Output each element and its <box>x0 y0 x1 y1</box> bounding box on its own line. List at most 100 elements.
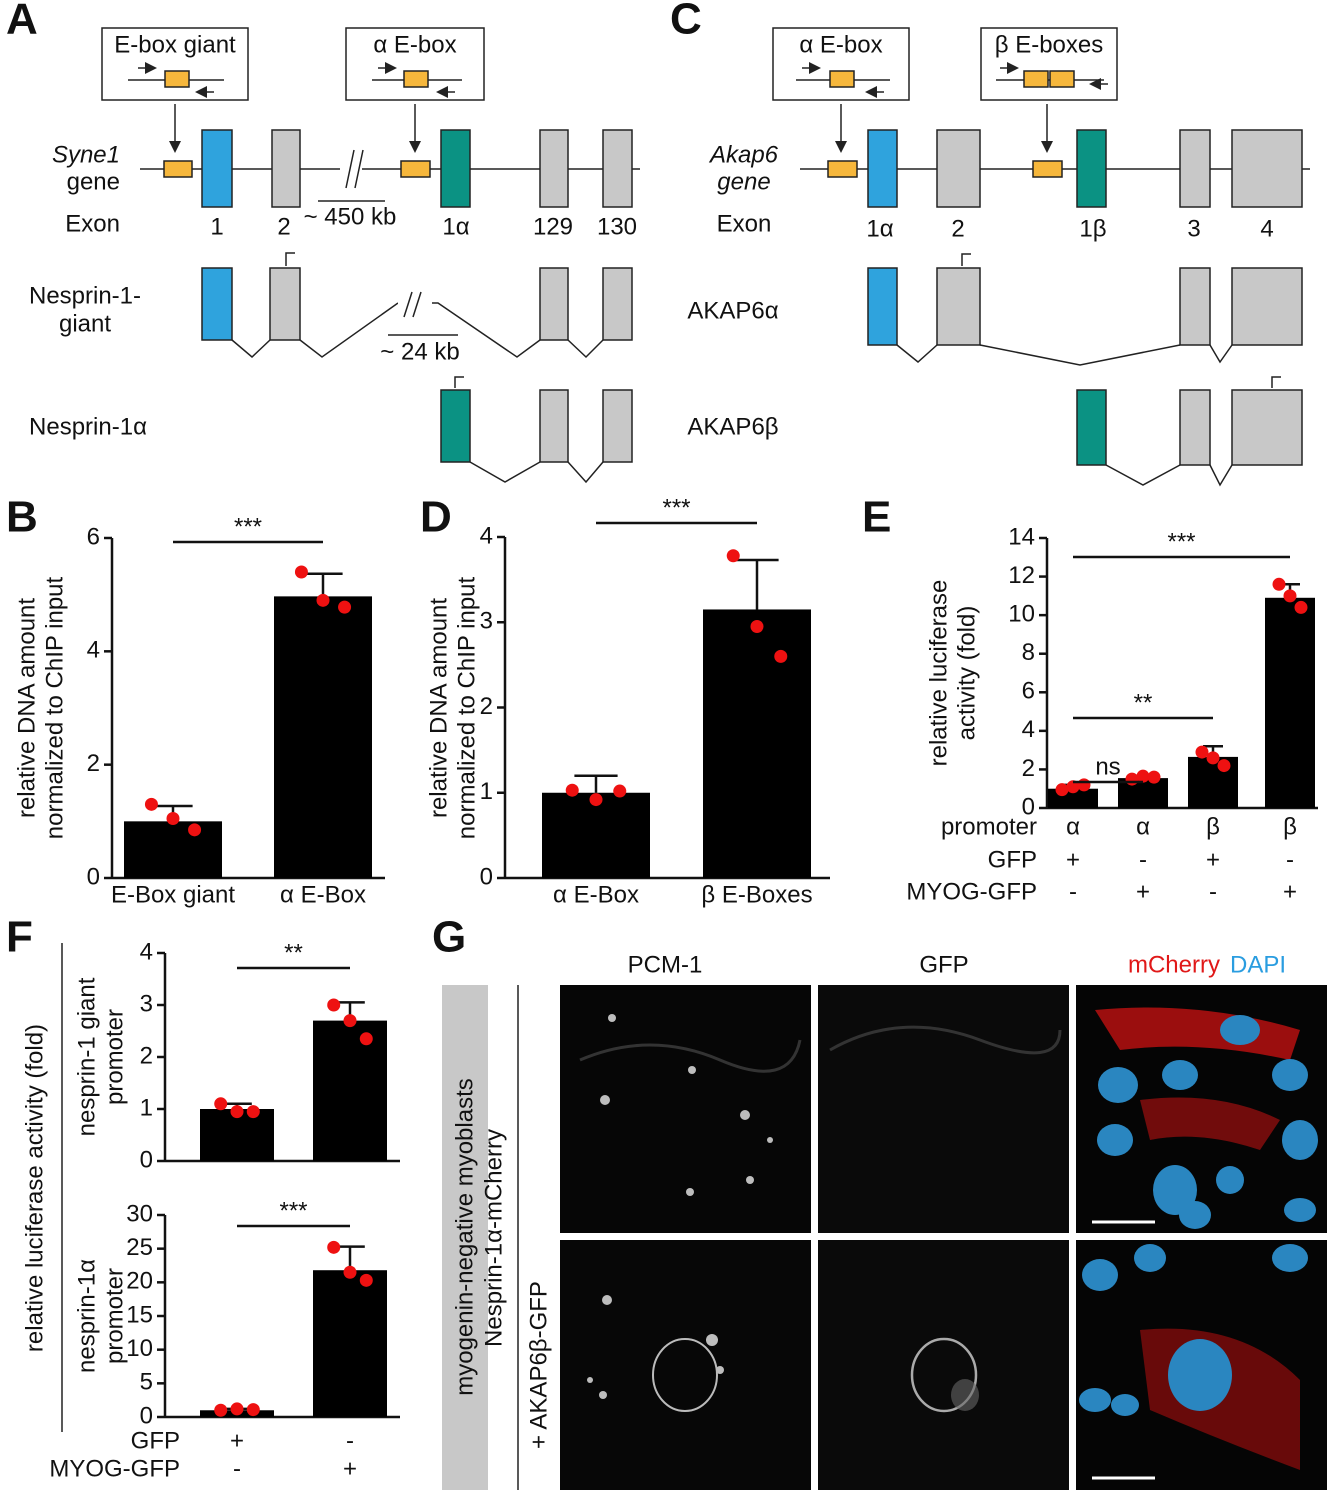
data-point <box>327 1240 341 1254</box>
condition: + <box>1283 878 1297 905</box>
data-point <box>774 649 788 663</box>
y-tick-label: 0 <box>480 863 493 890</box>
significance-label: ns <box>1095 753 1120 780</box>
y-tick-label: 0 <box>140 1402 153 1429</box>
x-tick-label: α <box>1066 813 1080 840</box>
condition: + <box>1206 846 1220 873</box>
y-tick-label: 2 <box>87 750 100 777</box>
y-tick-label: 6 <box>87 523 100 550</box>
data-point <box>1077 778 1091 792</box>
exon-number: 4 <box>1260 215 1273 242</box>
data-point <box>1283 589 1297 603</box>
y-tick-label: 1 <box>140 1094 153 1121</box>
exon-label: Exon <box>717 210 772 237</box>
bar <box>703 609 811 878</box>
condition: + <box>343 1455 357 1482</box>
diagram-c: α E-box β E-boxes Akap6 gene Exon 1α 2 1… <box>687 27 1310 487</box>
column-header: mCherry <box>1128 951 1220 978</box>
data-point <box>726 549 740 563</box>
x-tick-label: β E-Boxes <box>701 881 812 908</box>
diagram-a: E-box giant α E-box ~ 450 kb Syne1 gene … <box>29 27 640 484</box>
row-label: MYOG-GFP <box>906 878 1037 905</box>
y-tick-label: 8 <box>1022 639 1035 666</box>
bar <box>313 1270 387 1417</box>
column-header: GFP <box>919 951 968 978</box>
data-point <box>338 600 352 614</box>
exon-number: 1β <box>1079 215 1106 242</box>
condition: - <box>1209 878 1217 905</box>
y-tick-label: 3 <box>480 608 493 635</box>
data-point <box>565 783 579 797</box>
condition: - <box>346 1427 354 1454</box>
significance-label: ** <box>284 939 303 966</box>
y-axis-title: relative DNA amount <box>425 598 452 818</box>
data-point <box>166 812 180 825</box>
data-point <box>1147 770 1161 784</box>
bar <box>542 792 650 878</box>
y-tick-label: 4 <box>87 637 100 664</box>
panel-label: A <box>6 0 38 44</box>
micrographs <box>560 985 1327 1490</box>
data-point <box>1055 783 1069 797</box>
panel-label: D <box>420 493 452 542</box>
bar <box>1188 756 1238 808</box>
bar <box>274 596 372 878</box>
y-axis-title: nesprin-1α <box>73 1259 100 1373</box>
y-tick-label: 14 <box>1008 523 1035 550</box>
y-tick-label: 20 <box>126 1268 153 1295</box>
row-label: MYOG-GFP <box>49 1455 180 1482</box>
data-point <box>589 793 603 807</box>
condition: + <box>1136 878 1150 905</box>
condition: - <box>1139 846 1147 873</box>
x-tick-label: α <box>1136 813 1150 840</box>
y-tick-label: 5 <box>140 1369 153 1396</box>
exon-number: 1α <box>866 215 893 242</box>
panel-g: PCM-1 GFP mCherry DAPI myogenin-negative… <box>442 951 1327 1490</box>
y-tick-label: 6 <box>1022 678 1035 705</box>
data-point <box>1294 600 1308 614</box>
y-tick-label: 0 <box>1022 793 1035 820</box>
panel-label: E <box>862 493 891 542</box>
significance-label: *** <box>662 494 690 521</box>
row-label: promoter <box>941 813 1037 840</box>
box <box>101 27 249 101</box>
y-tick-label: 4 <box>140 938 153 965</box>
y-axis-title: promoter <box>101 1268 128 1364</box>
group-bar <box>442 985 488 1490</box>
significance-label: *** <box>234 513 262 540</box>
data-point <box>1125 772 1139 786</box>
y-tick-label: 4 <box>1022 716 1035 743</box>
data-point <box>613 784 627 798</box>
data-point <box>343 1265 357 1279</box>
y-tick-label: 3 <box>140 990 153 1017</box>
data-point <box>144 797 158 811</box>
gene-name: Akap6 <box>708 141 779 168</box>
gene-word: gene <box>717 168 770 195</box>
row-label: Nesprin-1α-mCherry <box>480 1129 507 1347</box>
y-tick-label: 12 <box>1008 562 1035 589</box>
data-point <box>246 1105 260 1119</box>
exon-label: Exon <box>65 210 120 237</box>
box <box>345 27 485 101</box>
data-point <box>1206 751 1220 765</box>
y-axis-title: relative luciferase activity (fold) <box>21 1024 48 1352</box>
data-point <box>1136 769 1150 783</box>
column-header: PCM-1 <box>628 951 703 978</box>
data-point <box>294 565 308 579</box>
significance-label: ** <box>1134 689 1153 716</box>
exon-number: 129 <box>533 213 573 240</box>
data-point <box>246 1403 260 1417</box>
isoform-name: AKAP6α <box>687 297 778 324</box>
panel-f-shared: relative luciferase activity (fold) GFP … <box>21 943 357 1482</box>
isoform-name: giant <box>59 310 111 337</box>
bar <box>124 821 222 878</box>
condition: + <box>1066 846 1080 873</box>
y-tick-label: 2 <box>1022 755 1035 782</box>
scale-label: ~ 24 kb <box>380 338 459 365</box>
panel-label: C <box>670 0 702 44</box>
data-point <box>359 1032 373 1046</box>
significance-label: *** <box>1167 528 1195 555</box>
y-axis-title: nesprin-1 giant <box>73 977 100 1136</box>
box-label: α E-box <box>373 31 456 58</box>
